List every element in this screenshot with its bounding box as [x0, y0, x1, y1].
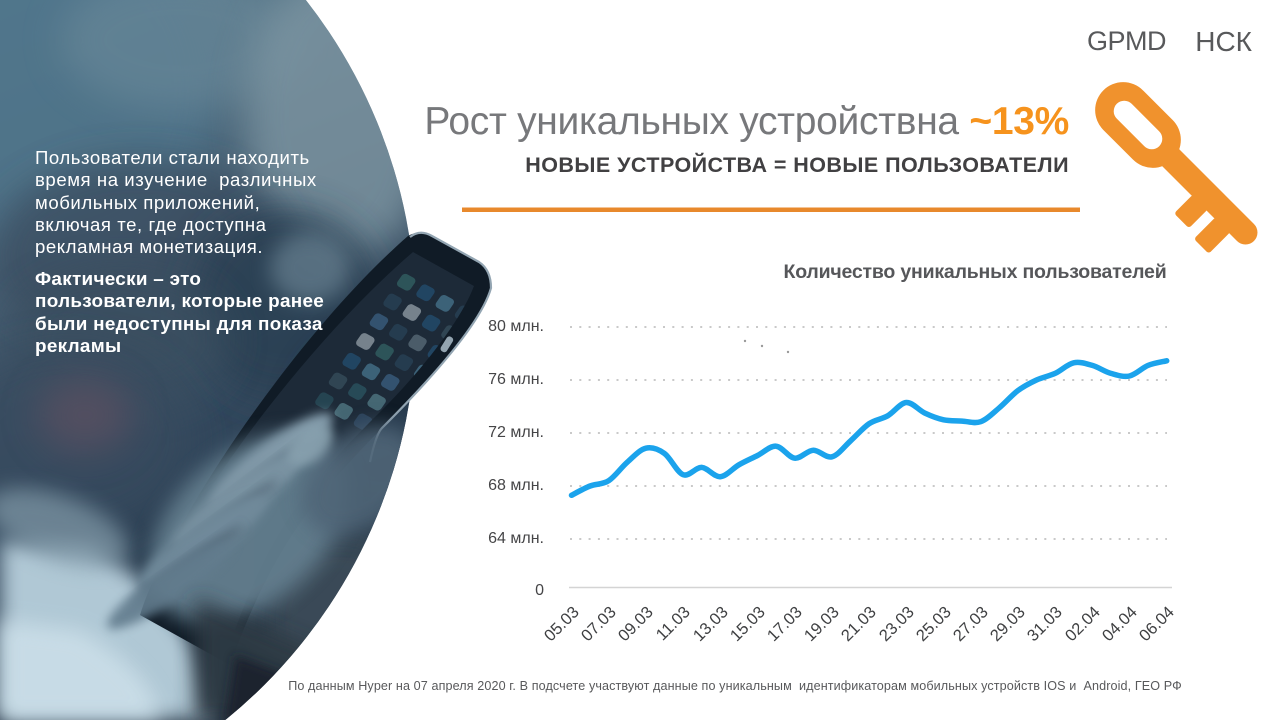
svg-text:25.03: 25.03 — [913, 603, 955, 645]
svg-text:17.03: 17.03 — [764, 603, 806, 645]
svg-text:04.04: 04.04 — [1099, 603, 1141, 645]
svg-text:27.03: 27.03 — [950, 603, 992, 645]
svg-text:11.03: 11.03 — [653, 603, 694, 644]
svg-text:13.03: 13.03 — [690, 603, 732, 645]
svg-text:21.03: 21.03 — [838, 603, 880, 645]
svg-text:05.03: 05.03 — [541, 603, 583, 645]
svg-text:31.03: 31.03 — [1024, 603, 1066, 645]
svg-text:19.03: 19.03 — [801, 603, 843, 645]
svg-text:02.04: 02.04 — [1062, 603, 1104, 645]
svg-text:29.03: 29.03 — [987, 603, 1029, 645]
svg-text:06.04: 06.04 — [1136, 603, 1178, 645]
svg-text:07.03: 07.03 — [578, 603, 620, 645]
svg-text:15.03: 15.03 — [727, 603, 769, 645]
svg-text:09.03: 09.03 — [615, 603, 657, 645]
svg-text:23.03: 23.03 — [876, 603, 918, 645]
